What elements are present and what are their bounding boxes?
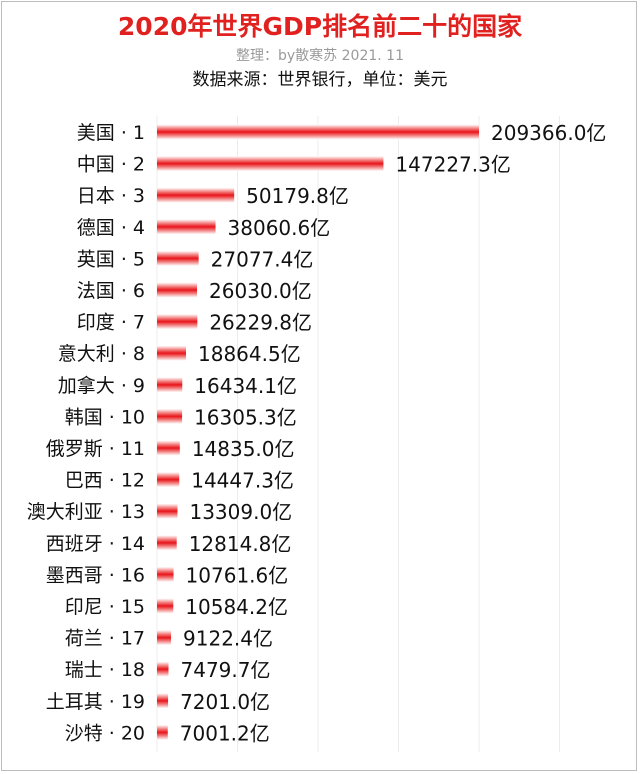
bar bbox=[157, 124, 479, 140]
category-label: 墨西哥 · 16 bbox=[46, 564, 145, 586]
gridlines bbox=[156, 116, 560, 752]
value-label: 14447.3亿 bbox=[191, 469, 294, 493]
category-label: 俄罗斯 · 11 bbox=[46, 438, 145, 460]
category-label: 荷兰 · 17 bbox=[65, 628, 145, 650]
bar bbox=[157, 503, 178, 519]
value-label: 26030.0亿 bbox=[209, 279, 312, 303]
value-label: 7201.0亿 bbox=[180, 690, 270, 714]
category-label: 日本 · 3 bbox=[77, 185, 145, 207]
chart-subtitle: 整理：by散寒苏 2021. 11 bbox=[236, 48, 404, 64]
category-label: 瑞士 · 18 bbox=[65, 659, 145, 681]
bar bbox=[157, 472, 180, 488]
category-label: 土耳其 · 19 bbox=[46, 691, 145, 713]
bar bbox=[157, 282, 198, 298]
bar bbox=[157, 408, 183, 424]
category-label: 澳大利亚 · 13 bbox=[27, 501, 145, 523]
value-label: 147227.3亿 bbox=[395, 153, 510, 177]
category-label: 英国 · 5 bbox=[77, 248, 145, 270]
category-label: 意大利 · 8 bbox=[58, 343, 145, 365]
bar bbox=[157, 566, 174, 582]
value-label: 10584.2亿 bbox=[185, 595, 288, 619]
value-label: 27077.4亿 bbox=[211, 247, 314, 271]
chart-title: 2020年世界GDP排名前二十的国家 bbox=[117, 12, 523, 41]
value-label: 14835.0亿 bbox=[192, 437, 295, 461]
value-label: 12814.8亿 bbox=[189, 532, 292, 556]
bar bbox=[157, 693, 169, 709]
category-label: 印尼 · 15 bbox=[65, 596, 145, 618]
value-label: 7001.2亿 bbox=[180, 721, 270, 745]
value-label: 7479.7亿 bbox=[181, 658, 271, 682]
bar bbox=[157, 440, 180, 456]
bar bbox=[157, 345, 187, 361]
value-label: 38060.6亿 bbox=[228, 216, 331, 240]
category-label: 沙特 · 20 bbox=[65, 722, 145, 744]
bar bbox=[157, 314, 198, 330]
bar bbox=[157, 661, 169, 677]
category-label: 美国 · 1 bbox=[77, 122, 145, 144]
value-label: 10761.6亿 bbox=[186, 563, 289, 587]
bar bbox=[157, 535, 177, 551]
bar bbox=[157, 156, 384, 172]
value-label: 26229.8亿 bbox=[209, 311, 312, 335]
bar bbox=[157, 250, 199, 266]
value-label: 16434.1亿 bbox=[194, 374, 297, 398]
value-label: 18864.5亿 bbox=[198, 342, 301, 366]
bar bbox=[157, 598, 174, 614]
category-label: 韩国 · 10 bbox=[65, 406, 145, 428]
category-label: 法国 · 6 bbox=[77, 280, 145, 302]
category-label: 德国 · 4 bbox=[77, 217, 145, 239]
category-label: 加拿大 · 9 bbox=[58, 374, 145, 397]
category-label: 中国 · 2 bbox=[77, 154, 145, 176]
value-label: 50179.8亿 bbox=[246, 184, 349, 208]
category-label: 印度 · 7 bbox=[77, 312, 145, 334]
value-label: 209366.0亿 bbox=[491, 121, 606, 145]
category-label: 西班牙 · 14 bbox=[46, 533, 145, 555]
data-source-note: 数据来源：世界银行，单位：美元 bbox=[192, 70, 448, 90]
bar bbox=[157, 187, 235, 203]
value-label: 16305.3亿 bbox=[194, 405, 297, 429]
value-label: 9122.4亿 bbox=[183, 627, 273, 651]
category-label: 巴西 · 12 bbox=[65, 470, 145, 492]
bar bbox=[157, 377, 183, 393]
bar bbox=[157, 630, 172, 646]
bar bbox=[157, 724, 168, 740]
value-label: 13309.0亿 bbox=[189, 500, 292, 524]
bar bbox=[157, 219, 216, 235]
